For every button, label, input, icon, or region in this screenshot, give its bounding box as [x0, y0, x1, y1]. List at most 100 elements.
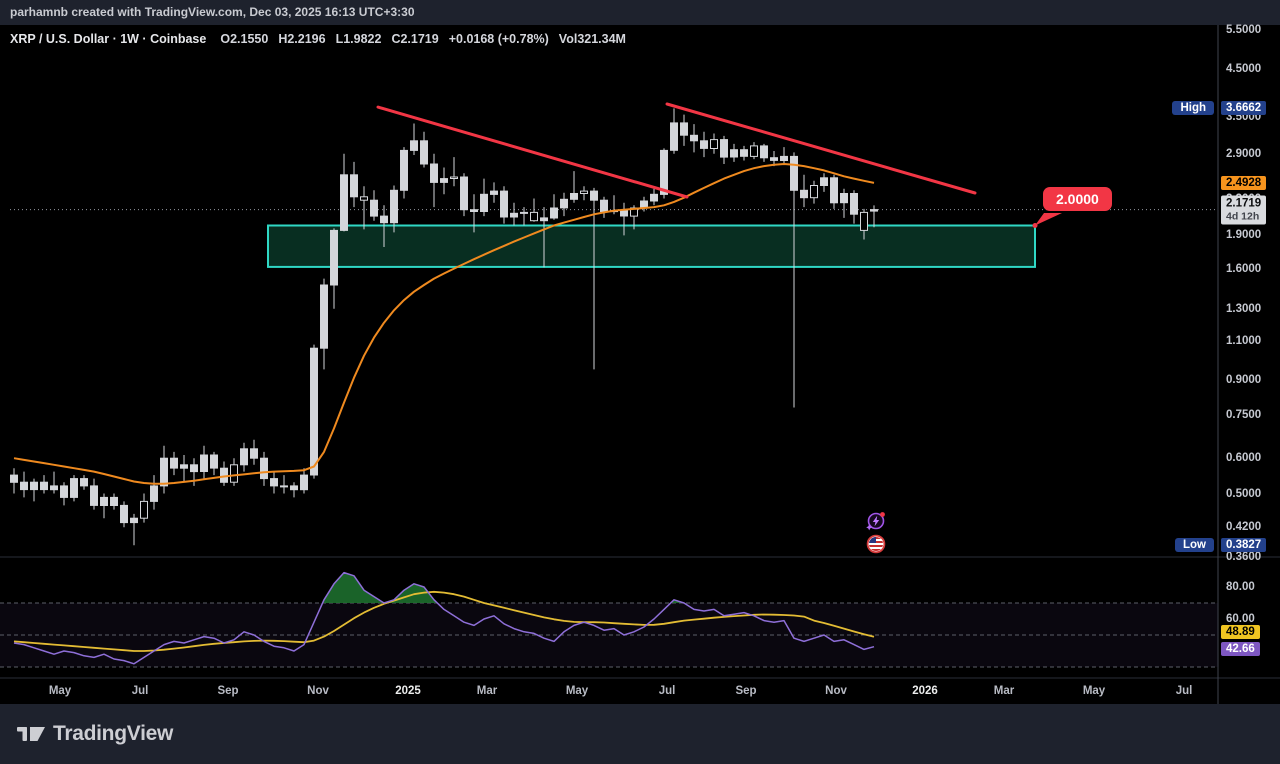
candle	[370, 190, 378, 221]
price-tick: 0.5000	[1226, 487, 1262, 500]
candle	[400, 147, 408, 199]
callout-tail	[1035, 213, 1062, 226]
price-tick: 0.7500	[1226, 409, 1262, 422]
candle	[100, 493, 108, 519]
candle	[360, 186, 368, 230]
price-tick: 0.9000	[1226, 373, 1262, 386]
candle	[540, 207, 548, 268]
chart-area: XRP / U.S. Dollar · 1W · Coinbase O2.155…	[0, 24, 1280, 704]
candle	[80, 475, 88, 490]
candle	[470, 194, 478, 233]
candle	[250, 439, 258, 465]
candle	[410, 123, 418, 155]
candle	[700, 131, 708, 158]
candle	[420, 131, 428, 168]
trendline-1[interactable]	[376, 105, 689, 199]
symbol-title[interactable]: XRP / U.S. Dollar · 1W · Coinbase	[10, 32, 207, 46]
chart-legend: XRP / U.S. Dollar · 1W · Coinbase O2.155…	[10, 32, 636, 46]
candle	[260, 451, 268, 486]
candle	[120, 501, 128, 528]
time-tick: Mar	[993, 685, 1015, 697]
legend-volume: Vol321.34M	[558, 32, 626, 46]
candle	[520, 207, 528, 226]
candle	[670, 108, 678, 154]
tradingview-logo-icon	[17, 727, 45, 741]
price-tick: 1.1000	[1226, 335, 1262, 348]
time-tick: Sep	[217, 685, 239, 697]
candle	[530, 198, 538, 222]
candle	[720, 135, 728, 164]
candle	[850, 190, 858, 224]
price-callout[interactable]: 2.0000	[1043, 187, 1112, 211]
candle	[30, 478, 38, 502]
candle	[460, 173, 468, 217]
chart-canvas[interactable]	[0, 25, 1280, 704]
time-tick: Jul	[1175, 685, 1193, 697]
candle	[200, 445, 208, 479]
price-tick: 0.4200	[1226, 521, 1262, 534]
candle	[430, 153, 438, 208]
candle	[330, 228, 338, 309]
candle	[390, 185, 398, 233]
candle	[50, 471, 58, 494]
candle	[40, 475, 48, 494]
candle	[130, 513, 138, 546]
candle	[230, 458, 238, 486]
candle	[60, 482, 68, 506]
candle	[870, 205, 878, 228]
ai-event-icon[interactable]	[866, 511, 886, 531]
rsi-value-label: 42.66	[1221, 641, 1260, 656]
legend-open: O2.1550	[220, 32, 269, 46]
price-tick: 4.5000	[1226, 62, 1262, 75]
candle	[90, 478, 98, 510]
price-tick: 2.9000	[1226, 147, 1262, 160]
candle	[240, 442, 248, 472]
candle	[750, 142, 758, 160]
time-tick: Mar	[476, 685, 498, 697]
ma-line	[13, 163, 875, 485]
low-price-label: 0.3827	[1221, 538, 1267, 553]
support-zone[interactable]	[267, 224, 1036, 268]
tradingview-logo[interactable]: TradingView	[16, 722, 173, 746]
candle	[690, 124, 698, 153]
candle	[580, 186, 588, 201]
rsi-tick: 80.00	[1226, 581, 1255, 593]
time-tick: 2025	[395, 685, 421, 697]
candle	[820, 173, 828, 192]
candles-layer	[10, 108, 878, 546]
rsi-line	[13, 571, 875, 665]
us-flag-event-icon[interactable]	[866, 534, 886, 554]
last-price-label: 2.1719 4d 12h	[1221, 195, 1267, 225]
price-tick: 1.9000	[1226, 229, 1262, 242]
candle	[680, 114, 688, 146]
time-tick: May	[565, 685, 589, 697]
candle	[350, 161, 358, 208]
high-marker-badge: High	[1172, 101, 1214, 116]
bar-countdown: 4d 12h	[1226, 210, 1260, 223]
rsi-ma-label: 48.89	[1221, 624, 1260, 639]
candle	[800, 174, 808, 208]
candle	[10, 468, 18, 494]
candle	[710, 133, 718, 154]
candle	[840, 188, 848, 218]
legend-change: +0.0168 (+0.78%)	[448, 32, 549, 46]
candle	[730, 143, 738, 162]
candle	[160, 445, 168, 494]
candle	[500, 186, 508, 224]
candle	[70, 475, 78, 502]
trendline-2[interactable]	[665, 102, 977, 195]
callout-anchor-dot	[1032, 223, 1038, 228]
candle	[220, 461, 228, 486]
candle	[590, 187, 598, 370]
legend-close: C2.1719	[391, 32, 439, 46]
candle	[560, 192, 568, 217]
rsi-ma-line	[13, 590, 875, 652]
candle	[320, 278, 328, 370]
ma-price-label: 2.4928	[1221, 175, 1267, 190]
candle	[570, 171, 578, 203]
candle	[340, 153, 348, 232]
candle	[150, 475, 158, 510]
high-price-label: 3.6662	[1221, 101, 1267, 116]
candle	[810, 180, 818, 204]
candle	[480, 178, 488, 217]
